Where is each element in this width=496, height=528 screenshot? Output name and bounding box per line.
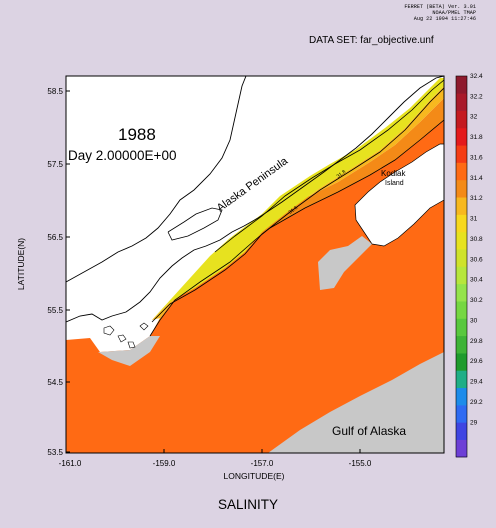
colorbar-tick-label: 31: [470, 216, 478, 223]
colorbar-swatch: [456, 422, 467, 440]
contour-label: 31.6: [288, 205, 300, 216]
colorbar-tick-label: 29.6: [470, 358, 483, 365]
gulf-label: Gulf of Alaska: [332, 424, 406, 438]
y-tick-label: 57.5: [47, 160, 63, 169]
colorbar-swatch: [456, 387, 467, 406]
colorbar-tick-label: 29: [470, 419, 478, 426]
colorbar: 29 29.2 29.4 29.6 29.8 30 30.2 30.4 30.6 30.8 31 31…: [455, 73, 483, 458]
colorbar-tick-label: 31.2: [470, 195, 483, 202]
colorbar-tick-label: 30.8: [470, 236, 483, 243]
colorbar-swatch: [456, 179, 467, 198]
colorbar-tick-label: 32.4: [470, 73, 483, 80]
colorbar-tick-label: 32: [470, 114, 478, 121]
colorbar-tick-label: 32.2: [470, 93, 483, 100]
colorbar-tick-label: 29.2: [470, 399, 483, 406]
bristol-bay-coastline: [66, 76, 247, 283]
y-tick-label: 55.5: [47, 306, 63, 315]
colorbar-swatch: [456, 93, 467, 111]
peninsula-coastline: [66, 76, 444, 323]
colorbar-swatch: [456, 127, 467, 146]
dataset-label: DATA SET: far_objective.unf: [309, 35, 434, 46]
colorbar-swatch: [456, 145, 467, 163]
colorbar-swatch: [456, 318, 467, 337]
stamp-line-1: FERRET (BETA) Ver. 3.01: [404, 4, 476, 10]
contour-31-6: [151, 87, 444, 323]
ferret-stamp: FERRET (BETA) Ver. 3.01 NOAA/PMEL TMAP A…: [404, 4, 476, 22]
plot-title: SALINITY: [217, 497, 279, 512]
contour-label: 31.8: [336, 169, 348, 180]
x-axis: -161.0 -159.0 -157.0 -155.0 LONGITUDE(E): [59, 449, 372, 481]
colorbar-swatch: [456, 439, 467, 458]
kodiak-island: [354, 143, 444, 247]
y-tick-label: 58.5: [47, 87, 63, 96]
colorbar-swatch: [456, 197, 467, 215]
colorbar-swatch: [456, 214, 467, 233]
kodiak-label-line-2: Island: [385, 180, 404, 187]
nodata-patch-southwest: [98, 336, 160, 366]
y-axis: 58.5 57.5 56.5 55.5 54.5 53.5 LATITUDE(N…: [16, 87, 70, 457]
year-annotation: 1988: [118, 125, 156, 144]
x-tick-label: -159.0: [153, 459, 176, 468]
inland-lake: [167, 207, 223, 241]
day-annotation: Day 2.00000E+00: [68, 148, 176, 163]
stamp-line-2: NOAA/PMEL TMAP: [432, 10, 476, 16]
y-tick-label: 56.5: [47, 233, 63, 242]
y-tick-label: 54.5: [47, 378, 63, 387]
y-axis-label: LATITUDE(N): [16, 238, 26, 290]
x-tick-label: -155.0: [349, 459, 372, 468]
stamp-line-3: Aug 22 1994 11:27:46: [413, 16, 476, 22]
colorbar-swatch: [456, 370, 467, 389]
colorbar-tick-label: 31.8: [470, 134, 483, 141]
nodata-patch-southeast: [268, 352, 444, 453]
band-31-2: [152, 78, 444, 320]
colorbar-swatch: [456, 249, 467, 267]
colorbar-swatch: [456, 76, 467, 94]
x-tick-label: -157.0: [251, 459, 274, 468]
colorbar-tick-label: 30.6: [470, 256, 483, 263]
colorbar-tick-label: 31.4: [470, 175, 483, 182]
nodata-patch-shelikof: [318, 236, 372, 290]
colorbar-swatch: [456, 162, 467, 181]
colorbar-tick-label: 31.6: [470, 154, 483, 161]
colorbar-swatch: [456, 301, 467, 319]
plot-frame: [65, 75, 445, 454]
colorbar-swatch: [456, 335, 467, 354]
colorbar-swatch: [456, 353, 467, 371]
colorbar-tick-label: 29.4: [470, 379, 483, 386]
colorbar-tick-label: 30: [470, 317, 478, 324]
colorbar-swatch: [456, 231, 467, 250]
colorbar-swatch: [456, 283, 467, 302]
kodiak-label-line-1: Kodiak: [381, 169, 406, 178]
colorbar-frame: [455, 75, 468, 458]
islands-southwest: [103, 322, 149, 349]
colorbar-swatch: [456, 266, 467, 285]
x-axis-label: LONGITUDE(E): [224, 471, 285, 481]
y-tick-label: 53.5: [47, 448, 63, 457]
colorbar-tick-label: 29.8: [470, 338, 483, 345]
ocean-field: [66, 120, 444, 453]
x-tick-label: -161.0: [59, 459, 82, 468]
colorbar-swatch: [456, 110, 467, 129]
colorbar-tick-label: 30.4: [470, 277, 483, 284]
colorbar-swatch: [456, 405, 467, 423]
colorbar-tick-label: 30.2: [470, 297, 483, 304]
